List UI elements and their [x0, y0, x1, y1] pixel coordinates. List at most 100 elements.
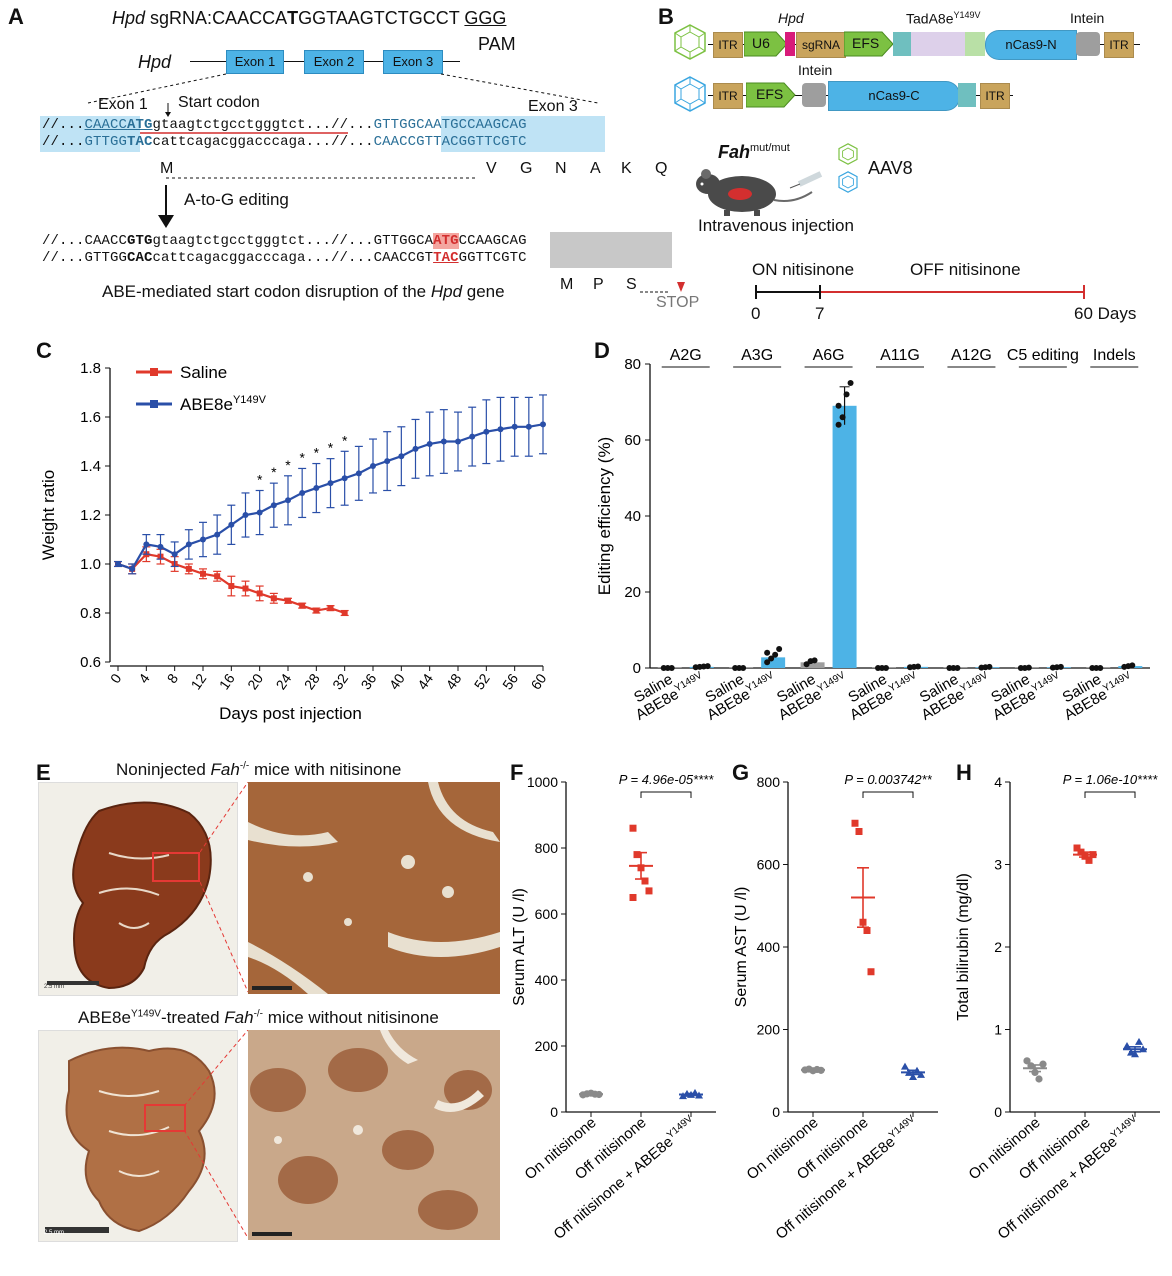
c-x-tick-label: 16 — [216, 670, 238, 692]
aa-bot-m: M — [560, 276, 574, 293]
edit-arrow-head — [158, 215, 174, 228]
c-y-tick-label: 1.2 — [80, 507, 101, 524]
dot-point-abe — [1123, 1042, 1131, 1049]
seq-top2-a: GTTGG — [84, 134, 128, 150]
e-title2-pre: ABE8e — [78, 1008, 131, 1027]
d-group-label: A3G — [741, 347, 773, 364]
sgrna-gene: Hpd — [112, 8, 146, 28]
scale-label-2: 2.5 mm — [44, 1230, 65, 1236]
linker-block-teal-2 — [958, 83, 976, 107]
c-point-abe — [469, 433, 476, 440]
dot-point-abe — [917, 1070, 925, 1078]
tada-label-sup: Y149V — [953, 10, 981, 20]
seq-top-strand1: //...CAACCATGgtaagtctgcctgggtct...//...G… — [42, 117, 527, 133]
e-title1-post: mice with nitisinone — [249, 760, 402, 779]
seq-top2-d: CAACCGTTACGGTTCGTC — [373, 134, 527, 150]
c-legend-sup: Y149V — [233, 394, 267, 406]
linker-block-teal — [893, 32, 911, 56]
c-x-tick-label: 32 — [329, 670, 351, 692]
seq-bot1-b: GTG — [127, 233, 153, 249]
vector1-hpd-label: Hpd — [778, 10, 804, 26]
panel-a-caption: ABE-mediated start codon disruption of t… — [102, 282, 505, 302]
gene-label: Hpd — [138, 52, 172, 72]
c-point-abe — [242, 512, 249, 518]
d-y-tick-label: 80 — [624, 356, 641, 373]
dot-y-tick-label: 0 — [772, 1104, 780, 1120]
exon3-highlight — [441, 116, 605, 152]
d-point — [954, 665, 961, 671]
c-x-tick-label: 20 — [244, 670, 266, 692]
vector1-u6: U6 — [752, 35, 770, 51]
c-point-saline — [185, 565, 192, 572]
vector1-sgrna: sgRNA — [796, 32, 846, 58]
caption-gene: Hpd — [430, 282, 463, 301]
c-point-abe — [384, 458, 391, 465]
panel-label-d: D — [594, 338, 610, 363]
stop-triangle — [677, 282, 685, 292]
c-x-tick-label: 28 — [301, 670, 323, 692]
d-y-tick-label: 40 — [624, 508, 641, 525]
zoom-line-right — [440, 73, 599, 104]
exon-3-box: Exon 3 — [383, 50, 443, 74]
c-point-abe — [256, 509, 263, 516]
c-point-abe — [157, 543, 164, 550]
d-category-sup: Y149V — [673, 670, 705, 695]
e-title1-sup: -/- — [239, 760, 250, 772]
timeline-label-7: 7 — [815, 304, 825, 323]
fah-label-text: Fah — [718, 142, 751, 162]
mouse-injection-icon — [696, 169, 823, 216]
e-title2-sup2: -/- — [253, 1008, 264, 1020]
c-point-abe — [525, 423, 532, 430]
dot-point-on — [1031, 1068, 1039, 1076]
dot-category-sup: Y149V — [665, 1113, 695, 1141]
d-category-sup: Y149V — [1030, 670, 1062, 695]
c-point-abe — [327, 480, 334, 487]
c-legend-marker — [150, 400, 158, 408]
seq-top-strand2: //...GTTGGTACcattcagacggacccaga...//...C… — [42, 134, 527, 150]
c-legend-label: Saline — [180, 363, 227, 382]
panel-label-b: B — [658, 4, 674, 29]
c-x-tick-label: 48 — [442, 670, 464, 692]
liver-shape-2 — [45, 1046, 216, 1233]
c-y-tick-label: 1.6 — [80, 409, 101, 426]
d-point — [764, 649, 771, 656]
exon1-label: Exon 1 — [98, 96, 148, 113]
d-group-label: A12G — [951, 347, 992, 364]
panel-label-a: A — [8, 4, 24, 29]
d-group-label: A2G — [670, 347, 702, 364]
d-point — [843, 391, 850, 398]
c-x-tick-label: 12 — [187, 670, 209, 692]
d-point — [704, 663, 711, 670]
fah-label-sup: mut/mut — [750, 142, 790, 154]
d-group-label: A11G — [880, 347, 920, 364]
seq-bot-strand2: //...GTTGGCACcattcagacggacccaga...//...C… — [42, 250, 527, 266]
d-bar — [800, 662, 825, 668]
d-category-sup: Y149V — [816, 670, 848, 695]
d-point — [772, 651, 779, 658]
d-point — [768, 655, 775, 662]
seq-top1-pre: //... — [42, 117, 85, 133]
scale-label-1: 2.5 mm — [44, 984, 65, 990]
aav8-blue-icon — [838, 171, 858, 193]
seq-bot1-pre: //...CAACC — [42, 233, 128, 249]
dot-point-abe — [1135, 1037, 1143, 1045]
c-point-abe — [129, 565, 136, 572]
aa-top-q: Q — [655, 160, 668, 177]
dot-point-off — [633, 851, 641, 859]
dot-point-off — [863, 927, 871, 934]
c-point-abe — [483, 428, 490, 435]
panel-label-h: H — [956, 760, 972, 785]
seq-bot2-b: CAC — [127, 250, 153, 266]
dot-y-tick-label: 1000 — [527, 774, 558, 790]
dot-point-on — [1035, 1075, 1043, 1083]
vector2-itr-right: ITR — [980, 83, 1010, 109]
dot-y-tick-label: 4 — [994, 774, 1002, 790]
c-x-tick-label: 0 — [107, 670, 125, 686]
sgrna-line: Hpd sgRNA:CAACCATGGTAAGTCTGCCT GGG — [112, 8, 506, 29]
c-point-saline — [313, 607, 320, 614]
c-significance-star: * — [328, 440, 334, 456]
c-point-abe — [341, 475, 348, 482]
fah-genotype-label: Fahmut/mut — [718, 142, 790, 163]
